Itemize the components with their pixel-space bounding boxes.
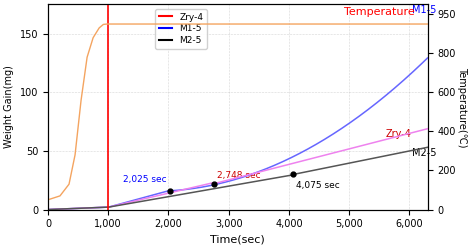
Text: 2,025 sec: 2,025 sec (123, 175, 166, 184)
Y-axis label: Temperature(℃): Temperature(℃) (457, 67, 467, 147)
Text: Temperature: Temperature (344, 7, 414, 17)
Text: M2-5: M2-5 (413, 148, 437, 158)
Legend: Zry-4, M1-5, M2-5: Zry-4, M1-5, M2-5 (155, 9, 207, 49)
X-axis label: Time(sec): Time(sec) (211, 235, 265, 245)
Text: 4,075 sec: 4,075 sec (296, 182, 340, 190)
Text: M1-5: M1-5 (413, 5, 437, 15)
Text: Zry-4: Zry-4 (385, 129, 411, 139)
Text: 2,748 sec: 2,748 sec (217, 171, 260, 180)
Y-axis label: Weight Gain(mg): Weight Gain(mg) (4, 65, 14, 148)
